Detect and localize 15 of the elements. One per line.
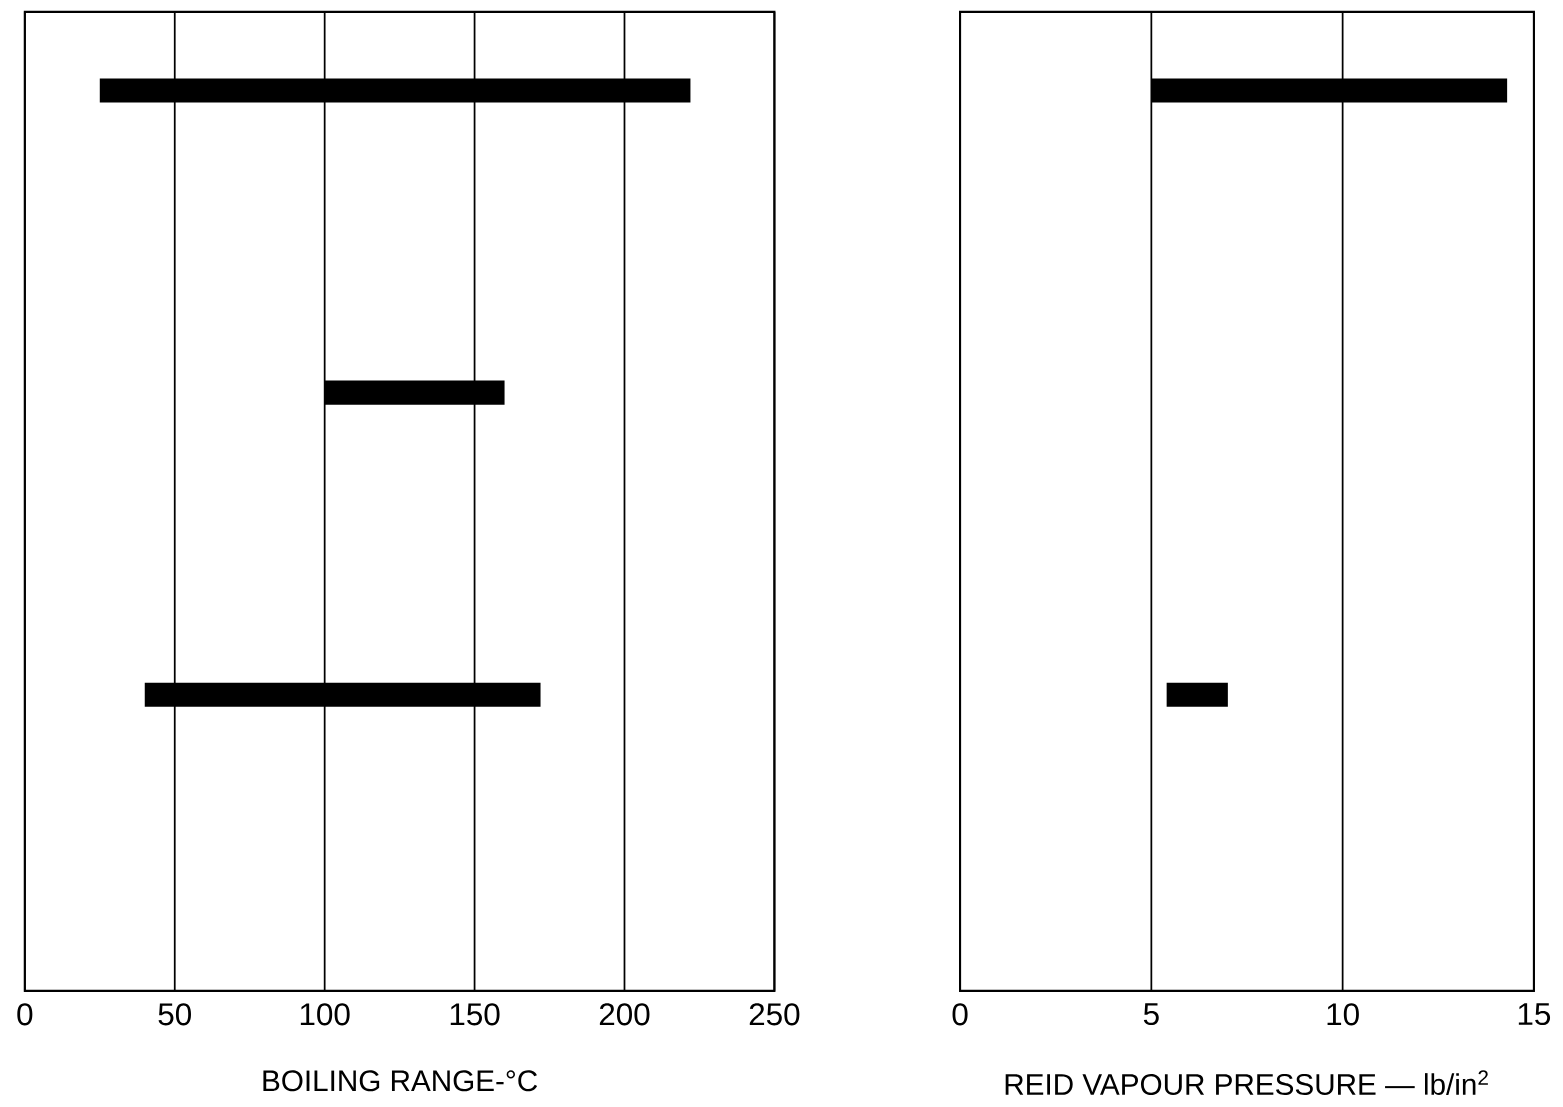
bar [99, 78, 691, 103]
x-tick-label: 0 [17, 1003, 33, 1026]
x-tick-label: 150 [450, 1003, 500, 1026]
x-tick-label: 250 [749, 1003, 800, 1026]
x-tick-label: 100 [300, 1003, 350, 1026]
x-axis-title: BOILING RANGE-°C [263, 1070, 538, 1092]
x-tick-label: 200 [599, 1003, 650, 1026]
bar [324, 380, 505, 405]
x-tick-label: 15 [1518, 1003, 1551, 1026]
x-tick-label: 10 [1327, 1003, 1359, 1026]
x-tick-label: 5 [1143, 1003, 1159, 1026]
bar [144, 682, 541, 708]
x-tick-label: 0 [952, 1003, 968, 1026]
x-tick-label: 50 [158, 1003, 191, 1026]
x-axis-title: REID VAPOUR PRESSURE — lb/in$^{2}$ [1005, 1070, 1488, 1096]
